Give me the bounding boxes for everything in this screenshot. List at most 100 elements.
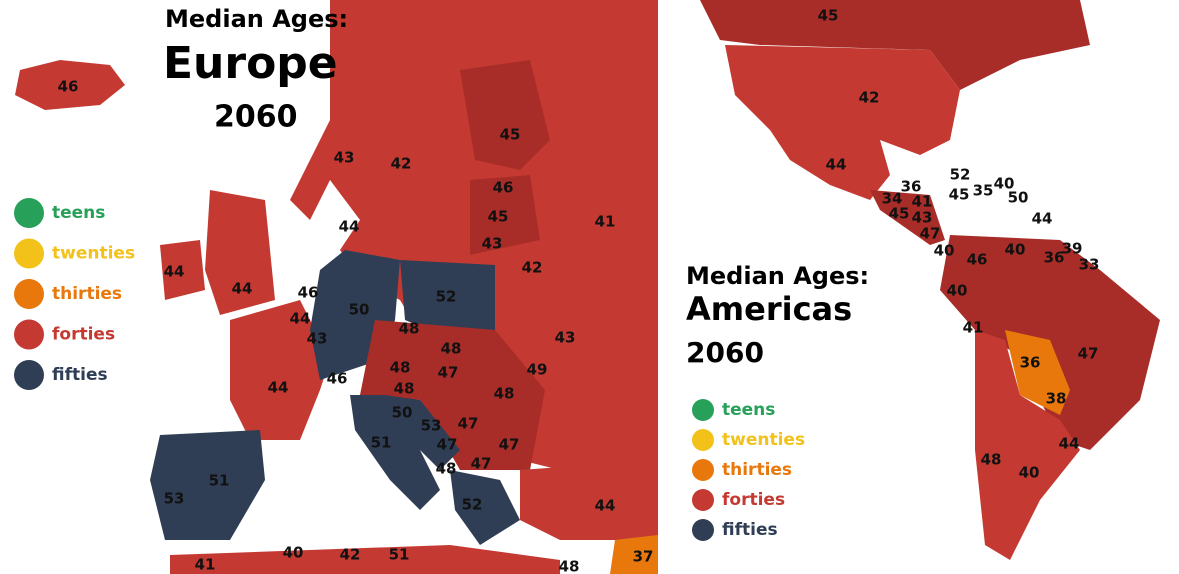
region-label: 48 <box>494 385 515 403</box>
region-label: 44 <box>339 218 360 236</box>
legend-label: teens <box>52 203 105 223</box>
region-label: 41 <box>912 193 933 211</box>
legend-label: forties <box>722 490 785 510</box>
region: Americas <box>686 290 852 328</box>
region-label: 50 <box>392 404 413 422</box>
italy <box>350 395 440 510</box>
legend-swatch <box>14 198 44 228</box>
legend-label: fifties <box>722 520 778 540</box>
central-america <box>870 190 945 245</box>
region-label: 48 <box>981 451 1002 469</box>
year: 2060 <box>686 336 764 369</box>
region-label: 33 <box>1079 256 1100 274</box>
legend-label: forties <box>52 325 115 345</box>
region-label: 44 <box>826 156 847 174</box>
region-label: 46 <box>298 284 319 302</box>
region-label: 36 <box>901 178 922 196</box>
region-label: 41 <box>963 319 984 337</box>
region-label: 45 <box>488 208 509 226</box>
region-label: 51 <box>389 546 410 564</box>
region-label: 47 <box>458 415 479 433</box>
iberia <box>150 430 265 540</box>
title: Median Ages: <box>165 5 348 33</box>
france <box>230 300 330 440</box>
europe-map <box>15 0 658 574</box>
region-label: 48 <box>559 558 580 574</box>
region-label: 40 <box>283 544 304 562</box>
region-label: 40 <box>994 175 1015 193</box>
titles: Median Ages: Europe 2060 Median Ages: Am… <box>163 5 869 369</box>
region-label: 44 <box>290 310 311 328</box>
north-africa <box>170 545 560 574</box>
legend-swatch <box>692 399 714 421</box>
legend-label: thirties <box>722 460 792 480</box>
legend-swatch <box>14 360 44 390</box>
region-label: 46 <box>327 370 348 388</box>
poland <box>400 260 495 335</box>
region-label: 50 <box>1008 189 1029 207</box>
balkans-west <box>385 395 460 470</box>
central-europe <box>360 320 545 470</box>
legend-label: twenties <box>52 244 135 264</box>
legend-label: thirties <box>52 284 122 304</box>
region-label: 41 <box>595 213 616 231</box>
region-label: 37 <box>633 548 654 566</box>
syria <box>610 535 658 574</box>
legend-swatch <box>692 429 714 451</box>
legend-swatch <box>14 238 44 269</box>
region-label: 39 <box>1062 240 1083 258</box>
region-label: 45 <box>818 7 839 25</box>
legend-swatch <box>14 279 44 309</box>
region-label: 44 <box>1059 435 1080 453</box>
region-label: 36 <box>1044 249 1065 267</box>
finland <box>460 60 550 170</box>
region-label: 47 <box>471 455 492 473</box>
region-label: 44 <box>164 263 185 281</box>
region-label: 40 <box>947 282 968 300</box>
region-label: 38 <box>1046 390 1067 408</box>
region-label: 47 <box>437 436 458 454</box>
title: Median Ages: <box>686 262 869 290</box>
region-label: 47 <box>920 225 941 243</box>
region-label: 47 <box>438 364 459 382</box>
legend-swatch <box>692 489 714 511</box>
region-label: 48 <box>399 320 420 338</box>
region-label: 36 <box>1020 354 1041 372</box>
turkey <box>520 460 658 540</box>
mexico <box>770 130 890 200</box>
year: 2060 <box>214 100 298 135</box>
legend-label: fifties <box>52 365 108 385</box>
region-label: 48 <box>394 380 415 398</box>
region-label: 35 <box>973 182 994 200</box>
iceland <box>15 60 125 110</box>
region-label: 52 <box>950 166 971 184</box>
legend-swatch <box>692 459 714 481</box>
region-label: 51 <box>209 472 230 490</box>
region-label: 43 <box>555 329 576 347</box>
region: Europe <box>163 38 338 89</box>
region-label: 47 <box>499 436 520 454</box>
south-america-south <box>975 330 1080 560</box>
baltics <box>470 175 540 255</box>
region-label: 43 <box>912 209 933 227</box>
region-label: 40 <box>1019 464 1040 482</box>
region-label: 46 <box>58 78 79 96</box>
legend-label: twenties <box>722 430 805 450</box>
region-label: 43 <box>482 235 503 253</box>
region-label: 40 <box>1005 241 1026 259</box>
legend-swatch <box>692 519 714 541</box>
region-label: 45 <box>949 186 970 204</box>
region-label: 43 <box>307 330 328 348</box>
region-label: 44 <box>595 497 616 515</box>
region-label: 48 <box>436 460 457 478</box>
legend-swatch <box>14 319 44 350</box>
region-label: 44 <box>1032 210 1053 228</box>
region-label: 52 <box>462 496 483 514</box>
region-label: 49 <box>527 361 548 379</box>
region-label: 42 <box>340 546 361 564</box>
region-label: 47 <box>1078 345 1099 363</box>
region-label: 41 <box>195 556 216 574</box>
uk <box>205 190 275 315</box>
region-label: 51 <box>371 434 392 452</box>
